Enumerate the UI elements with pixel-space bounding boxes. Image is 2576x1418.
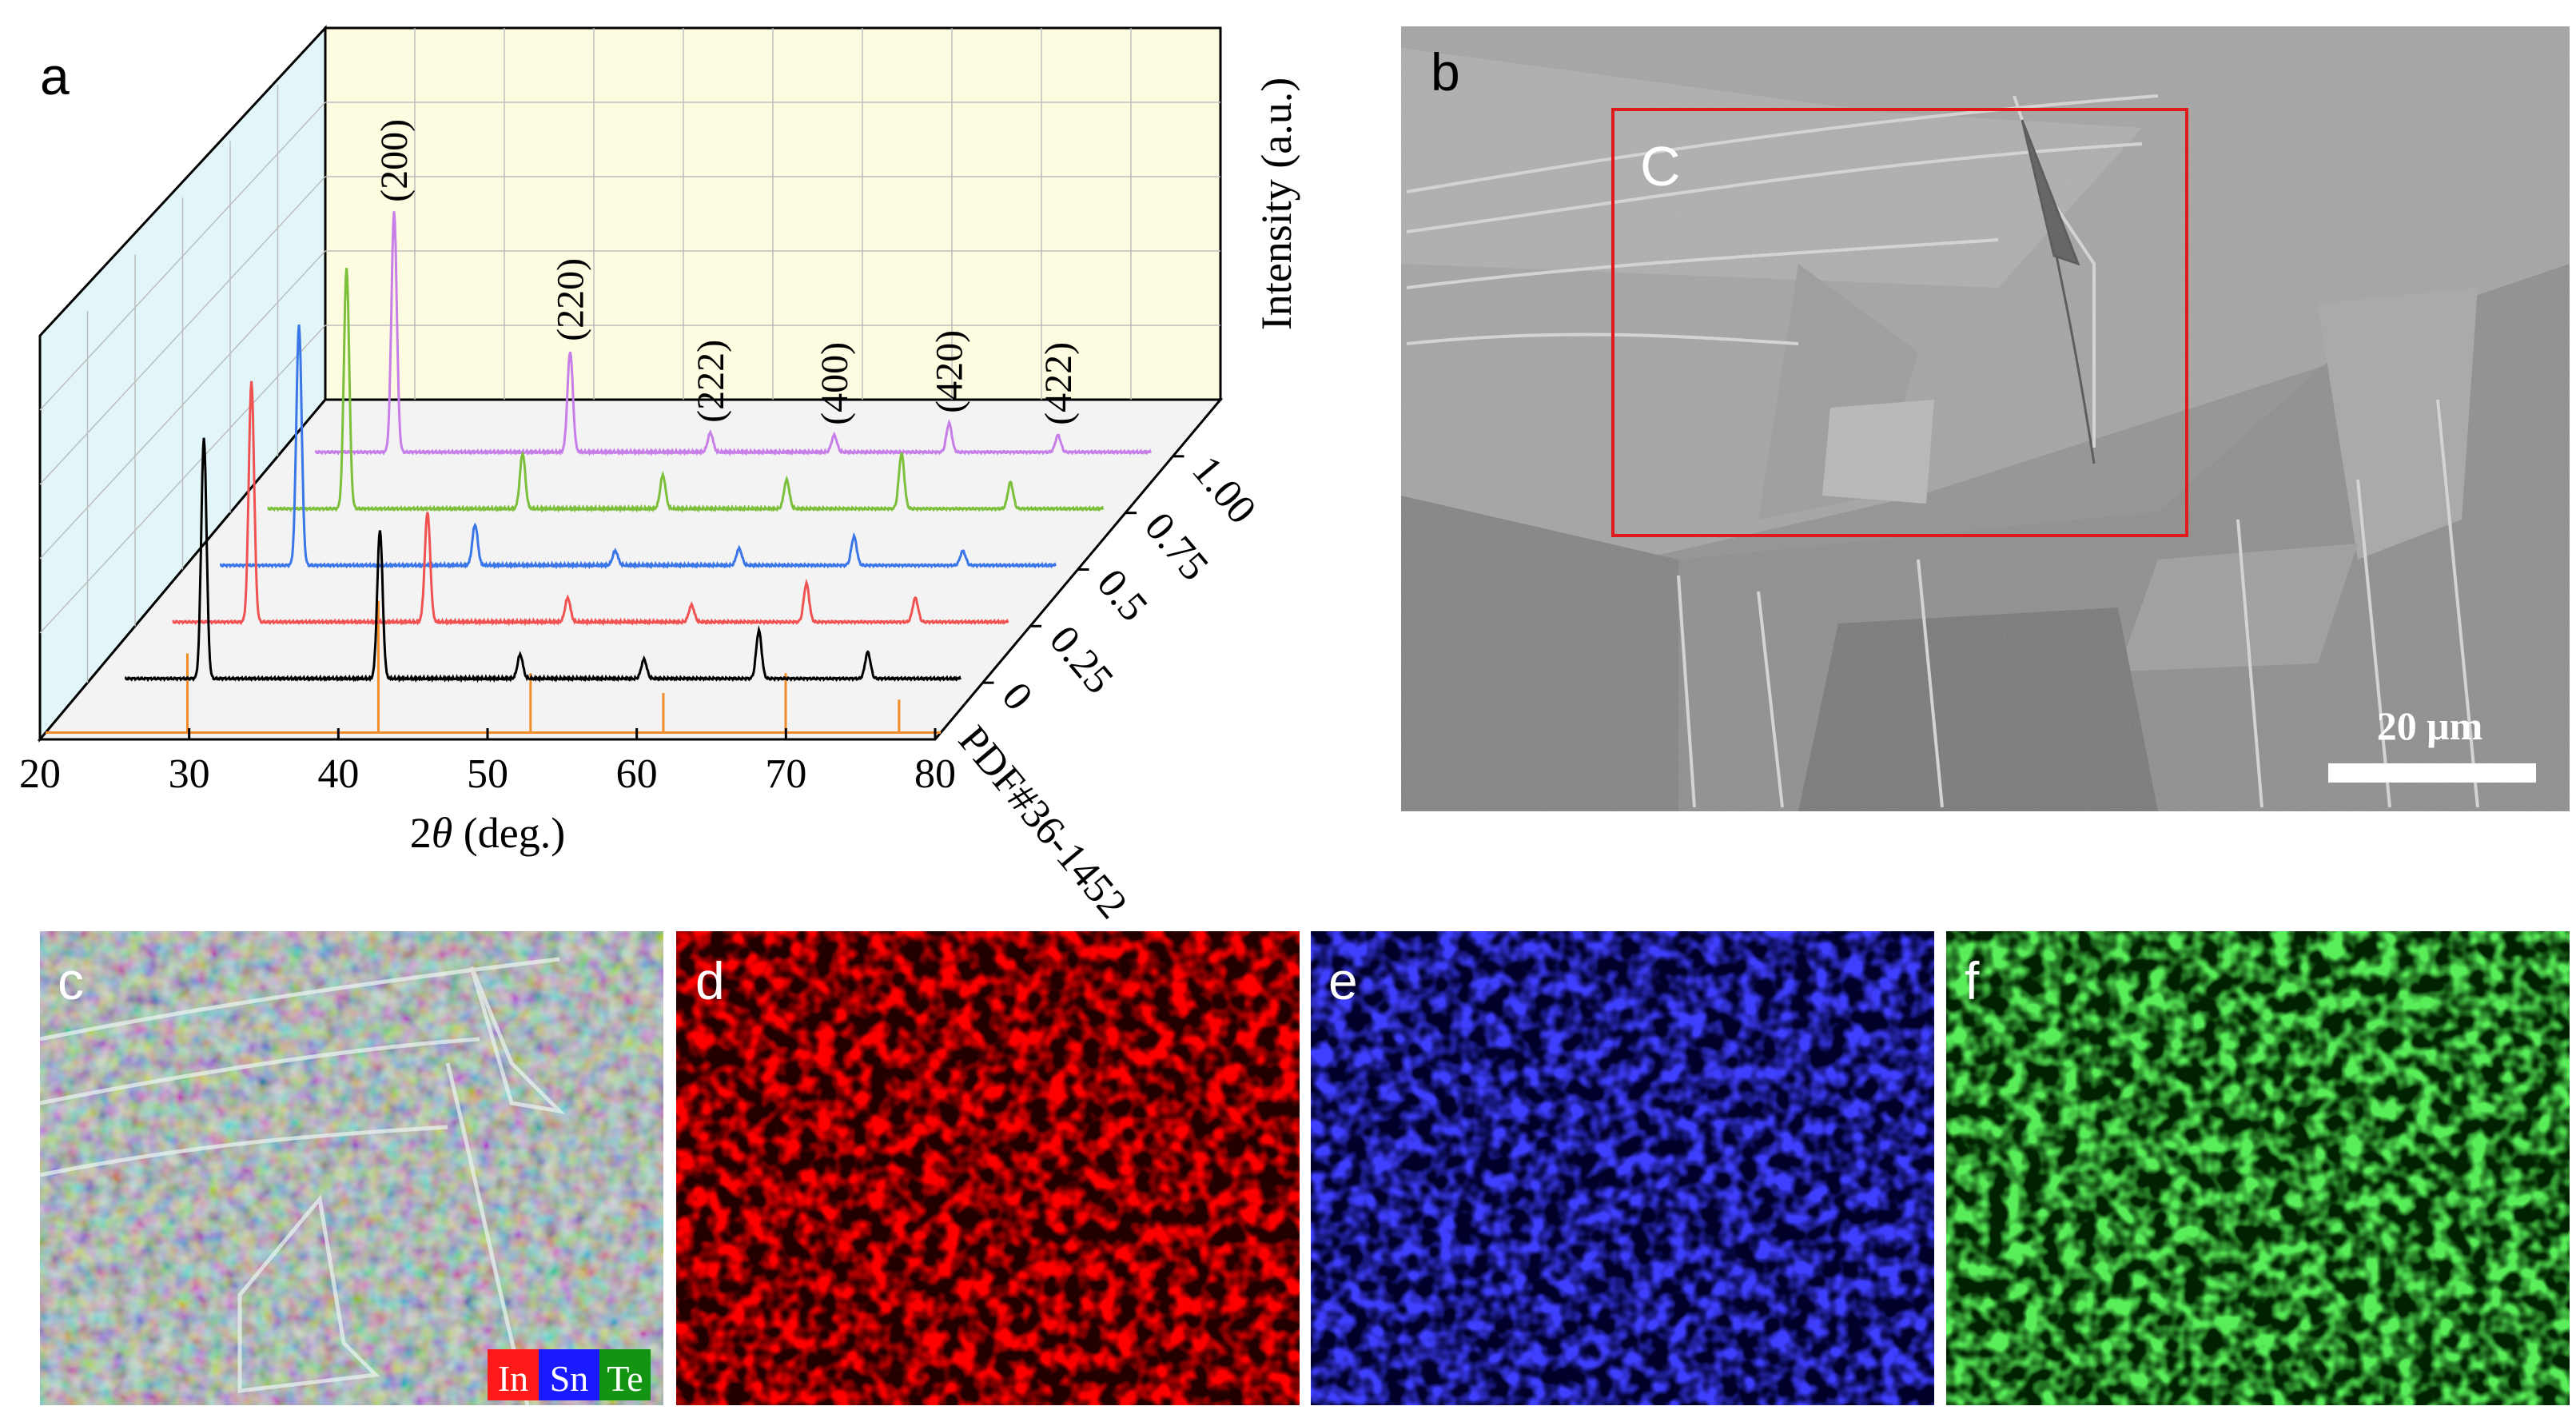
x-axis-label-suffix: (deg.) <box>452 809 565 857</box>
series-tick-label: 0 <box>993 674 1041 719</box>
sem-panel: C b 20 μm <box>1401 26 2570 811</box>
x-tick-label: 60 <box>616 751 658 797</box>
sn-map-panel: e <box>1311 931 1934 1405</box>
peak-label: (222) <box>690 340 732 423</box>
overlay-noise <box>40 931 663 1405</box>
panel-label-a: a <box>40 46 70 106</box>
x-tick-label: 20 <box>19 751 61 797</box>
peak-label: (220) <box>549 258 591 341</box>
series-line <box>314 211 1152 457</box>
x-tick-label: 30 <box>169 751 210 797</box>
te-map-noise <box>1946 931 2570 1405</box>
series-tick-label: 0.5 <box>1088 561 1156 630</box>
x-axis-label-prefix: 2 <box>410 809 432 857</box>
x-tick-label: 80 <box>914 751 956 797</box>
panel-label-f: f <box>1965 951 1980 1010</box>
region-box-label: C <box>1640 135 1681 197</box>
peak-label: (200) <box>373 119 416 202</box>
legend-label: Sn <box>550 1358 589 1399</box>
series-line <box>124 437 962 683</box>
series-line <box>267 268 1105 513</box>
x-axis-label-symbol: θ <box>432 809 453 857</box>
legend-swatch <box>599 1349 651 1400</box>
traces <box>46 211 1152 734</box>
peak-label: (420) <box>929 330 971 413</box>
x-ticks: 20 30 40 50 60 70 80 <box>19 728 956 797</box>
reference-label: PDF#36-1452 <box>950 718 1136 927</box>
peak-label: (400) <box>814 342 856 425</box>
scale-bar-label: 20 μm <box>2377 703 2483 748</box>
in-map-noise <box>676 931 1300 1405</box>
in-map-panel: d <box>676 931 1300 1405</box>
overlay-map-panel: In Sn Te c <box>39 931 663 1406</box>
z-axis-label: Intensity (a.u.) <box>1252 78 1300 330</box>
x-tick-label: 70 <box>765 751 806 797</box>
region-box <box>1611 108 2188 537</box>
te-map-panel: f <box>1946 931 2570 1405</box>
legend-swatch <box>539 1349 599 1400</box>
legend-label: In <box>498 1358 528 1399</box>
panel-label-d: d <box>695 951 725 1010</box>
grid <box>39 28 1220 683</box>
peak-labels: (200) (220) (222) (400) (420) (422) <box>373 119 1080 425</box>
sem-texture <box>1401 26 2570 811</box>
series-line <box>172 380 1009 627</box>
panel-label-b: b <box>1431 42 1460 102</box>
series-tick-label: 1.00 <box>1183 448 1264 532</box>
series-tick-label: 0.25 <box>1041 617 1122 702</box>
legend-swatch <box>488 1349 539 1400</box>
x-axis-label: 2θ (deg.) <box>410 809 565 857</box>
overlay-features <box>39 957 566 1406</box>
x-tick-label: 50 <box>467 751 508 797</box>
element-legend: In Sn Te <box>488 1349 651 1400</box>
legend-label: Te <box>607 1358 643 1399</box>
sn-map-noise <box>1311 931 1934 1405</box>
series-line <box>219 324 1057 570</box>
panel-label-e: e <box>1328 951 1358 1010</box>
panel-label-c: c <box>58 951 84 1010</box>
x-tick-label: 40 <box>317 751 359 797</box>
peak-label: (422) <box>1037 342 1080 425</box>
scale-bar <box>2328 763 2536 783</box>
series-tick-label: 0.75 <box>1136 504 1217 589</box>
